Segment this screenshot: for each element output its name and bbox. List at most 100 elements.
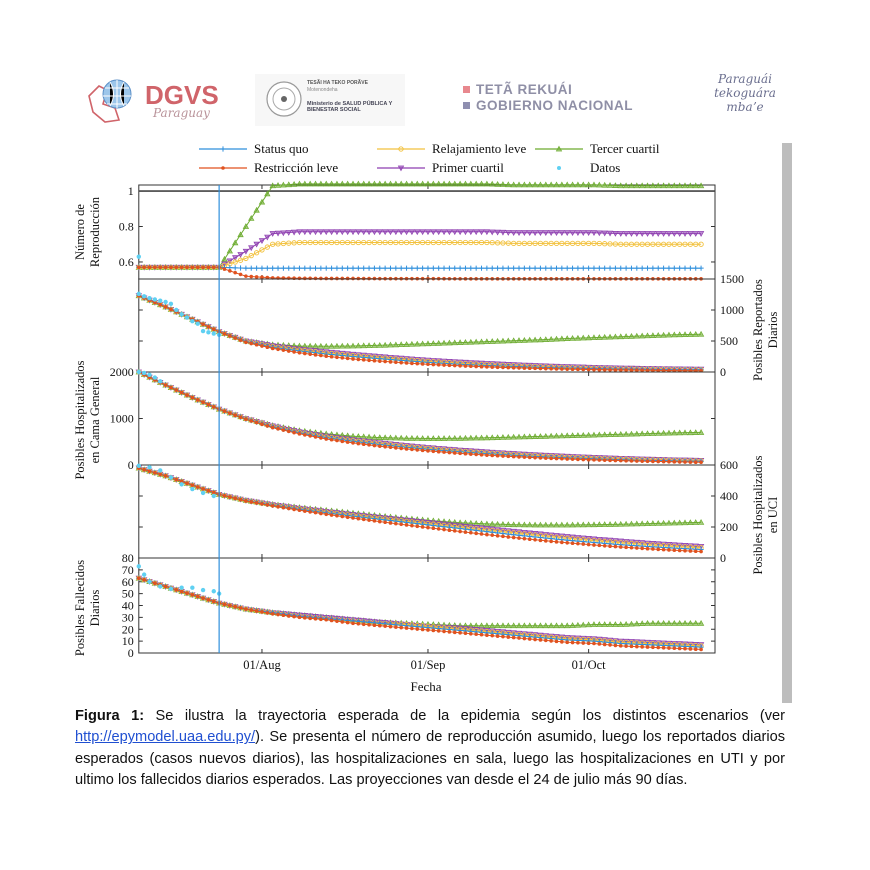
marker-tercer — [676, 331, 683, 338]
marker-tercer — [301, 180, 309, 187]
marker-tercer — [446, 339, 453, 346]
data-point — [206, 330, 211, 335]
marker-relajamiento — [687, 241, 694, 247]
marker-tercer — [290, 180, 298, 187]
marker-tercer — [521, 181, 528, 188]
marker-tercer — [633, 430, 641, 437]
marker-primer — [665, 231, 673, 237]
marker-primer — [328, 229, 335, 236]
marker-primer — [371, 229, 378, 236]
marker-tercer — [564, 432, 571, 439]
marker-restriccion — [533, 537, 537, 542]
marker-restriccion — [201, 322, 205, 327]
marker-status_quo — [328, 265, 335, 271]
marker-restriccion — [351, 441, 355, 445]
marker-restriccion — [195, 485, 200, 489]
marker-relajamiento — [457, 239, 463, 246]
marker-restriccion — [447, 363, 452, 368]
marker-restriccion — [233, 604, 237, 609]
marker-tercer — [472, 434, 480, 441]
marker-tercer — [339, 342, 346, 349]
marker-tercer — [483, 338, 491, 345]
marker-restriccion — [693, 549, 698, 554]
marker-restriccion — [597, 543, 602, 548]
marker-tercer — [574, 334, 582, 341]
marker-tercer — [542, 432, 549, 439]
marker-tercer — [655, 430, 662, 436]
marker-restriccion — [677, 646, 682, 651]
marker-restriccion — [517, 366, 521, 370]
marker-relajamiento — [468, 239, 474, 246]
marker-tercer — [424, 435, 432, 441]
marker-status_quo — [698, 265, 704, 271]
marker-restriccion — [313, 510, 318, 515]
marker-status_quo — [371, 265, 378, 271]
marker-restriccion — [688, 647, 693, 651]
marker-tercer — [398, 434, 405, 441]
marker-primer — [585, 230, 592, 237]
marker-tercer — [510, 181, 517, 188]
marker-primer — [692, 231, 699, 237]
marker-restriccion — [447, 630, 452, 634]
legend-swatch-icon — [199, 165, 247, 170]
marker-primer — [617, 231, 624, 237]
marker-status_quo — [602, 265, 608, 271]
marker-tercer — [590, 621, 598, 627]
scrollbar[interactable] — [782, 143, 792, 703]
marker-tercer — [392, 434, 400, 441]
marker-primer — [248, 245, 255, 252]
marker-restriccion — [201, 596, 205, 600]
marker-tercer — [505, 181, 512, 188]
marker-restriccion — [436, 629, 441, 633]
marker-primer — [606, 230, 614, 237]
marker-restriccion — [495, 634, 500, 638]
epymodel-link[interactable]: http://epymodel.uaa.edu.py/ — [75, 729, 256, 746]
marker-tercer — [435, 435, 442, 441]
y-axis-label: Posibles Hospitalizadosen UCI — [751, 455, 780, 574]
panel-reportados: 0 500 1000 1500 Posibles ReportadosDiarios — [135, 272, 780, 381]
marker-restriccion — [147, 265, 152, 270]
marker-primer — [339, 229, 346, 236]
marker-tercer — [489, 338, 496, 344]
data-point — [168, 301, 174, 306]
data-point — [179, 482, 184, 487]
marker-tercer — [697, 519, 705, 525]
marker-restriccion — [490, 453, 495, 458]
marker-relajamiento — [307, 239, 313, 246]
data-point — [147, 372, 152, 377]
marker-primer — [280, 230, 287, 237]
marker-restriccion — [624, 368, 628, 372]
marker-tercer — [617, 182, 624, 189]
marker-tercer — [601, 333, 608, 340]
marker-restriccion — [618, 458, 623, 463]
marker-status_quo — [677, 265, 683, 271]
marker-restriccion — [693, 647, 698, 651]
y-tick-label: 30 — [122, 610, 134, 624]
marker-restriccion — [319, 617, 323, 622]
marker-tercer — [472, 180, 480, 187]
marker-restriccion — [324, 354, 329, 358]
series-primer — [135, 465, 705, 550]
marker-restriccion — [329, 618, 334, 623]
marker-restriccion — [297, 276, 302, 281]
data-point — [141, 572, 147, 577]
marker-tercer — [414, 340, 421, 347]
marker-tercer — [456, 339, 464, 345]
marker-restriccion — [554, 540, 559, 544]
marker-restriccion — [538, 366, 543, 371]
series-line-status_quo — [138, 467, 702, 550]
government-line1: TETÃ REKUÁI — [476, 82, 573, 97]
marker-restriccion — [303, 509, 307, 513]
marker-status_quo — [414, 265, 420, 271]
marker-restriccion — [656, 459, 661, 464]
marker-restriccion — [554, 367, 559, 371]
marker-relajamiento — [414, 239, 420, 246]
marker-restriccion — [597, 642, 602, 646]
marker-restriccion — [179, 265, 184, 270]
marker-tercer — [601, 621, 608, 627]
legend-marker — [555, 145, 563, 151]
marker-restriccion — [281, 505, 286, 510]
marker-relajamiento — [553, 240, 560, 247]
legend-item-restriccion: Restricción leve — [198, 159, 338, 176]
marker-relajamiento — [634, 241, 640, 247]
